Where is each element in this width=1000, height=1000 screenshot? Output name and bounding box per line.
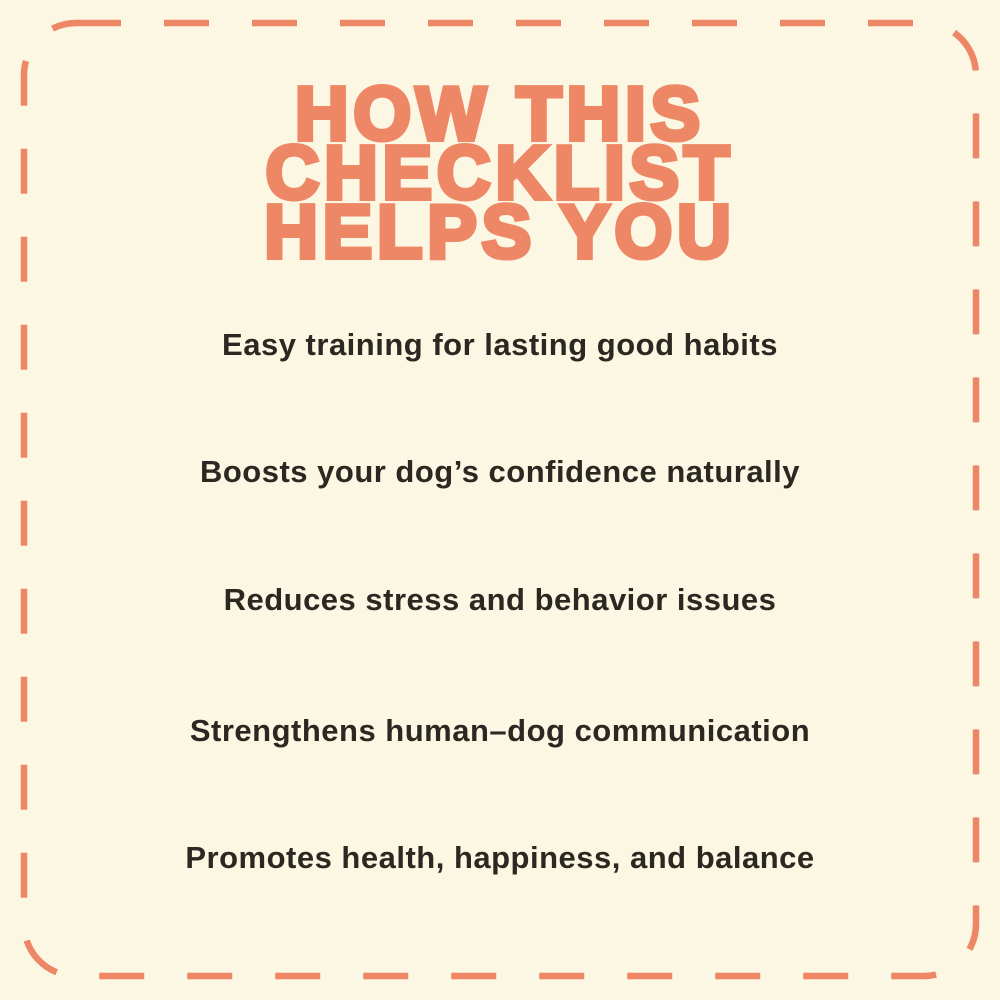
title-line-3: HELPS YOU [262, 189, 736, 274]
benefit-item-communication: Strengthens human–dog communication [189, 713, 811, 748]
page-title: HOW THIS CHECKLIST HELPS YOU [0, 71, 1000, 274]
benefit-item-easy-training: Easy training for lasting good habits [222, 327, 778, 362]
benefit-item-confidence: Boosts your dog’s confidence naturally [199, 454, 801, 489]
title-line-2: CHECKLIST [263, 130, 735, 215]
benefit-item-reduces-stress: Reduces stress and behavior issues [223, 582, 777, 617]
benefit-item-health-balance: Promotes health, happiness, and balance [185, 840, 815, 875]
title-line-1: HOW THIS [293, 71, 705, 156]
